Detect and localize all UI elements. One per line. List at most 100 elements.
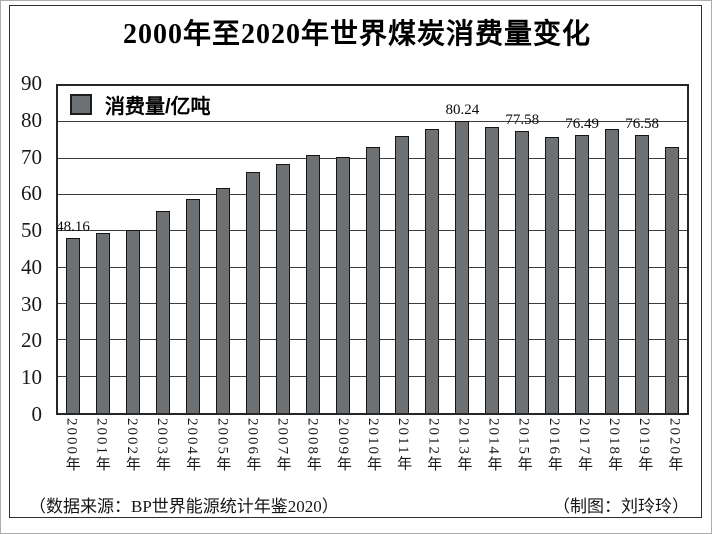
bar	[215, 187, 230, 413]
y-tick-label: 80	[21, 107, 42, 132]
x-tick-label: 2002年	[123, 418, 140, 473]
bar	[185, 199, 200, 413]
bar	[275, 164, 290, 413]
x-tick-column: 2007年	[267, 418, 297, 473]
bar-value-label: 76.58	[625, 115, 659, 132]
y-tick-label: 0	[31, 402, 43, 426]
bar	[245, 172, 260, 413]
x-tick-column: 2014年	[478, 418, 508, 473]
bar	[455, 121, 470, 413]
bar-column	[358, 86, 388, 413]
x-tick-column: 2016年	[538, 418, 568, 473]
chart-title: 2000年至2020年世界煤炭消费量变化	[122, 19, 591, 50]
chart-frame	[9, 5, 702, 518]
bar	[395, 136, 410, 413]
x-tick-label: 2020年	[666, 418, 683, 473]
data-source-note: （数据来源：BP世界能源统计年鉴2020）	[29, 497, 339, 516]
legend-label: 消费量/亿吨	[105, 96, 211, 118]
bar	[575, 135, 590, 413]
bar	[485, 127, 500, 413]
bar-column	[268, 86, 298, 413]
credit-note: （制图：刘玲玲）	[553, 497, 689, 516]
bar	[155, 211, 170, 413]
bar	[95, 233, 110, 413]
bar	[665, 146, 680, 413]
y-tick-label: 60	[21, 181, 42, 206]
bar	[635, 134, 650, 413]
bar-column	[148, 86, 178, 413]
x-tick-column: 2009年	[327, 418, 357, 473]
bar-column	[537, 86, 567, 413]
bar-column	[88, 86, 118, 413]
y-tick-label: 90	[21, 71, 42, 95]
y-tick-label: 20	[21, 328, 42, 353]
x-tick-label: 2009年	[334, 418, 351, 473]
bar-column: 48.16	[56, 86, 90, 413]
y-tick-label: 10	[21, 365, 42, 390]
bar-column	[657, 86, 687, 413]
x-tick-label: 2003年	[153, 418, 170, 473]
x-tick-label: 2016年	[545, 418, 562, 473]
bar	[545, 137, 560, 413]
x-tick-label: 2011年	[395, 418, 412, 473]
x-tick-column: 2020年	[659, 418, 689, 473]
bar-value-label: 76.49	[565, 116, 600, 133]
x-tick-label: 2008年	[304, 418, 321, 473]
bar-column	[387, 86, 417, 413]
bar-column	[118, 86, 148, 413]
x-tick-column: 2002年	[116, 418, 146, 473]
x-tick-column: 2000年	[56, 418, 86, 473]
bar-column: 80.24	[445, 86, 480, 413]
bar	[65, 238, 80, 413]
x-tick-column: 2004年	[177, 418, 207, 473]
x-tick-label: 2014年	[485, 418, 502, 473]
x-tick-label: 2001年	[93, 418, 110, 473]
x-tick-label: 2019年	[636, 418, 653, 473]
x-tick-label: 2004年	[184, 418, 201, 473]
x-tick-label: 2015年	[515, 418, 532, 473]
legend: 消费量/亿吨	[70, 90, 211, 119]
bars-row: 48.16 80.24 77.58 76.49 76.58	[56, 86, 687, 413]
x-tick-column: 2018年	[599, 418, 629, 473]
bar-column: 77.58	[505, 86, 540, 413]
x-tick-label: 2018年	[606, 418, 623, 473]
x-tick-column: 2019年	[629, 418, 659, 473]
gridline	[58, 121, 687, 123]
x-tick-column: 2013年	[448, 418, 478, 473]
bar-value-label: 80.24	[445, 102, 480, 119]
x-tick-column: 2012年	[418, 418, 448, 473]
bar	[305, 154, 320, 413]
x-tick-label: 2000年	[63, 418, 80, 473]
bar	[125, 229, 140, 413]
y-tick-label: 50	[21, 218, 42, 243]
legend-swatch-icon	[70, 94, 92, 115]
bar-column	[178, 86, 208, 413]
x-tick-column: 2010年	[357, 418, 387, 473]
bar-column: 76.58	[625, 86, 659, 413]
y-tick-label: 40	[21, 254, 42, 279]
x-tick-column: 2017年	[568, 418, 598, 473]
x-tick-label: 2006年	[244, 418, 261, 473]
x-tick-column: 2005年	[207, 418, 237, 473]
bar-column: 76.49	[565, 86, 600, 413]
plot-area: 48.16 80.24 77.58 76.49 76.58 消费量/亿吨	[56, 84, 689, 415]
x-tick-column: 2011年	[388, 418, 418, 473]
bar-value-label: 77.58	[505, 112, 540, 129]
x-tick-label: 2005年	[214, 418, 231, 473]
bar-column	[298, 86, 328, 413]
bar-column	[238, 86, 268, 413]
bar-column	[417, 86, 447, 413]
bar-value-label: 48.16	[56, 219, 90, 236]
x-tick-label: 2010年	[364, 418, 381, 473]
bar	[605, 129, 620, 413]
bar-column	[597, 86, 627, 413]
x-tick-label: 2013年	[455, 418, 472, 473]
x-tick-label: 2012年	[425, 418, 442, 473]
bar	[335, 157, 350, 413]
y-tick-label: 70	[21, 144, 42, 169]
x-tick-column: 2008年	[297, 418, 327, 473]
x-tick-column: 2001年	[86, 418, 116, 473]
x-tick-label: 2017年	[575, 418, 592, 473]
x-tick-column: 2006年	[237, 418, 267, 473]
